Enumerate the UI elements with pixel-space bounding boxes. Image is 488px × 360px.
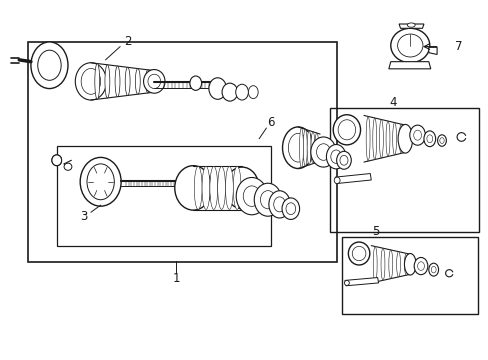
Ellipse shape bbox=[217, 166, 225, 210]
Ellipse shape bbox=[339, 156, 347, 165]
Ellipse shape bbox=[347, 242, 369, 265]
Ellipse shape bbox=[404, 253, 407, 275]
Ellipse shape bbox=[299, 128, 303, 167]
Bar bbox=[329, 108, 478, 232]
Ellipse shape bbox=[337, 120, 355, 140]
Bar bbox=[27, 42, 336, 262]
Ellipse shape bbox=[397, 34, 422, 57]
Polygon shape bbox=[388, 62, 430, 69]
Ellipse shape bbox=[148, 74, 160, 89]
Ellipse shape bbox=[174, 166, 211, 210]
Ellipse shape bbox=[417, 262, 424, 270]
Ellipse shape bbox=[125, 67, 130, 95]
Ellipse shape bbox=[303, 129, 306, 166]
Ellipse shape bbox=[222, 83, 237, 101]
Ellipse shape bbox=[426, 135, 432, 143]
Ellipse shape bbox=[437, 135, 446, 146]
Ellipse shape bbox=[310, 137, 335, 167]
Text: 3: 3 bbox=[80, 210, 87, 223]
Ellipse shape bbox=[314, 133, 318, 162]
Ellipse shape bbox=[333, 177, 339, 184]
Text: 7: 7 bbox=[454, 40, 462, 53]
Ellipse shape bbox=[38, 50, 61, 80]
Ellipse shape bbox=[330, 150, 341, 163]
Ellipse shape bbox=[306, 131, 310, 165]
Ellipse shape bbox=[31, 42, 68, 89]
Ellipse shape bbox=[143, 69, 164, 93]
Ellipse shape bbox=[285, 203, 295, 215]
Ellipse shape bbox=[336, 151, 350, 169]
Ellipse shape bbox=[235, 84, 248, 100]
Ellipse shape bbox=[392, 123, 396, 155]
Ellipse shape bbox=[409, 125, 425, 145]
Ellipse shape bbox=[388, 250, 392, 279]
Text: 5: 5 bbox=[372, 225, 379, 238]
Bar bbox=[57, 146, 271, 246]
Ellipse shape bbox=[413, 130, 421, 140]
Ellipse shape bbox=[81, 68, 101, 94]
Ellipse shape bbox=[208, 78, 226, 99]
Text: 6: 6 bbox=[267, 116, 275, 129]
Text: 2: 2 bbox=[123, 35, 131, 49]
Text: 4: 4 bbox=[388, 96, 396, 109]
Ellipse shape bbox=[366, 116, 369, 161]
Ellipse shape bbox=[194, 166, 202, 210]
Ellipse shape bbox=[404, 253, 415, 275]
Ellipse shape bbox=[288, 134, 307, 162]
Ellipse shape bbox=[254, 183, 281, 216]
Ellipse shape bbox=[224, 167, 259, 209]
Ellipse shape bbox=[430, 266, 435, 273]
Ellipse shape bbox=[52, 155, 61, 166]
Ellipse shape bbox=[439, 138, 443, 143]
Polygon shape bbox=[344, 278, 378, 286]
Ellipse shape bbox=[105, 65, 110, 98]
Ellipse shape bbox=[135, 68, 140, 94]
Ellipse shape bbox=[80, 157, 121, 206]
Polygon shape bbox=[428, 47, 436, 54]
Ellipse shape bbox=[236, 177, 267, 215]
Ellipse shape bbox=[268, 191, 290, 218]
Ellipse shape bbox=[64, 163, 72, 170]
Ellipse shape bbox=[95, 63, 100, 99]
Ellipse shape bbox=[372, 247, 376, 282]
Ellipse shape bbox=[351, 246, 365, 261]
Ellipse shape bbox=[380, 248, 384, 280]
Ellipse shape bbox=[260, 191, 275, 209]
Ellipse shape bbox=[282, 198, 299, 220]
Ellipse shape bbox=[344, 280, 348, 285]
Ellipse shape bbox=[379, 120, 383, 158]
Polygon shape bbox=[334, 174, 370, 184]
Ellipse shape bbox=[397, 125, 412, 153]
Ellipse shape bbox=[225, 166, 233, 210]
Ellipse shape bbox=[209, 166, 217, 210]
Ellipse shape bbox=[332, 115, 360, 145]
Ellipse shape bbox=[202, 166, 209, 210]
Ellipse shape bbox=[145, 70, 150, 93]
Text: 1: 1 bbox=[172, 272, 180, 285]
Ellipse shape bbox=[396, 252, 400, 277]
Ellipse shape bbox=[282, 127, 313, 168]
Ellipse shape bbox=[87, 164, 114, 200]
Ellipse shape bbox=[233, 166, 241, 210]
Ellipse shape bbox=[399, 124, 403, 153]
Ellipse shape bbox=[243, 186, 260, 206]
Polygon shape bbox=[398, 24, 423, 28]
Ellipse shape bbox=[189, 76, 201, 90]
Ellipse shape bbox=[115, 66, 120, 97]
Ellipse shape bbox=[423, 131, 435, 147]
Ellipse shape bbox=[407, 23, 414, 27]
Ellipse shape bbox=[428, 263, 438, 276]
Ellipse shape bbox=[273, 197, 285, 212]
Ellipse shape bbox=[390, 28, 429, 63]
Bar bbox=[341, 237, 477, 315]
Ellipse shape bbox=[316, 144, 330, 160]
Ellipse shape bbox=[310, 132, 314, 164]
Ellipse shape bbox=[326, 144, 345, 169]
Ellipse shape bbox=[75, 63, 106, 100]
Ellipse shape bbox=[372, 118, 376, 159]
Ellipse shape bbox=[248, 86, 258, 99]
Ellipse shape bbox=[385, 121, 389, 157]
Ellipse shape bbox=[413, 257, 427, 275]
